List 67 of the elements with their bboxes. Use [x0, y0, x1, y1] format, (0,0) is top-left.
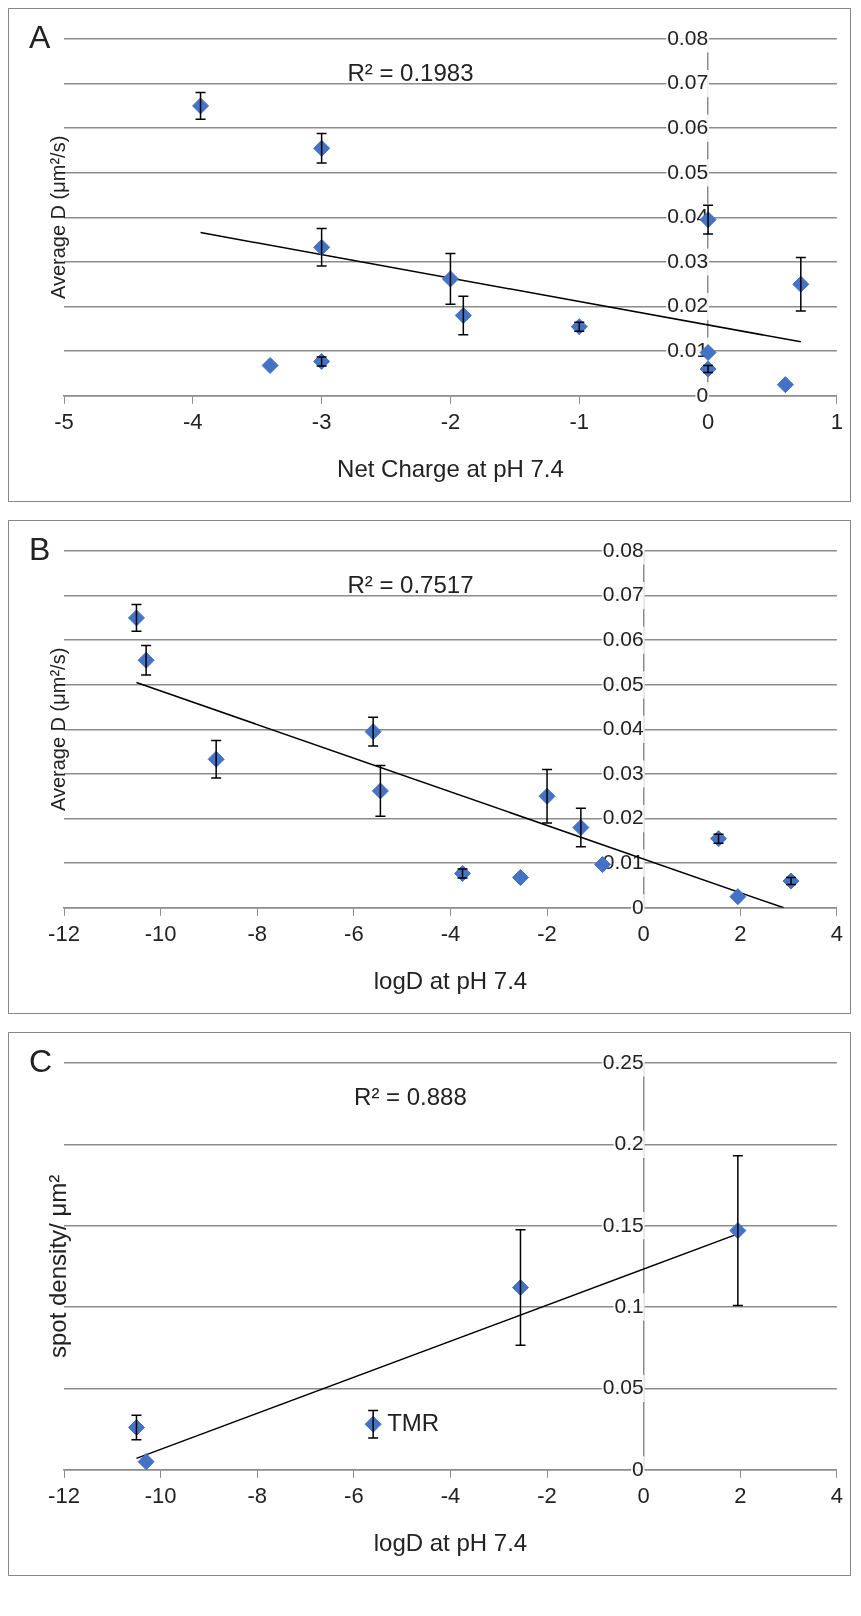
chart-title: C — [29, 1042, 53, 1079]
y-tick-label: 0 — [696, 382, 709, 406]
y-tick-label: 0.05 — [602, 1375, 644, 1399]
point — [776, 376, 794, 394]
y-tick-label: 0.07 — [602, 582, 644, 606]
x-tick-label: 2 — [734, 1483, 747, 1509]
chart-title: B — [29, 530, 51, 567]
point — [511, 868, 529, 886]
point — [699, 360, 717, 378]
annotation: R² = 0.888 — [354, 1082, 467, 1110]
point — [454, 864, 472, 882]
y-tick-label: 0.06 — [602, 627, 644, 650]
y-tick-label: 0 — [631, 1456, 644, 1480]
y-tick-label: 0.02 — [667, 293, 709, 317]
point — [782, 872, 800, 890]
y-tick-label: 0.1 — [614, 1293, 644, 1317]
point — [313, 352, 331, 370]
y-tick-label: 0.05 — [667, 159, 709, 183]
y-tick-label: 0.15 — [602, 1212, 644, 1236]
x-tick-label: -12 — [48, 921, 80, 947]
x-tick-label: -6 — [344, 1483, 364, 1509]
x-axis-title: logD at pH 7.4 — [373, 967, 528, 995]
y-tick-label: 0.25 — [602, 1049, 644, 1073]
x-tick-label: -10 — [144, 921, 177, 947]
x-tick-label: 2 — [734, 921, 747, 947]
x-tick-label: -1 — [569, 409, 590, 435]
x-tick-label: -8 — [247, 921, 267, 947]
y-tick-label: 0.04 — [602, 716, 644, 740]
x-tick-label: -4 — [440, 921, 461, 947]
x-tick-label: -2 — [440, 409, 461, 435]
y-tick-label: 0.08 — [602, 537, 644, 561]
x-tick-label: -4 — [183, 409, 203, 435]
x-tick-label: -2 — [537, 921, 557, 947]
y-axis-title: Average D (μm²/s) — [46, 647, 69, 812]
x-tick-label: -8 — [247, 1483, 267, 1509]
y-tick-label: 0.08 — [667, 25, 709, 49]
annotation: R² = 0.1983 — [347, 58, 474, 86]
y-tick-label: 0.05 — [602, 671, 644, 695]
point — [729, 888, 747, 906]
annotation: R² = 0.7517 — [347, 570, 474, 598]
y-tick-label: 0.06 — [667, 115, 709, 138]
point — [137, 1453, 155, 1470]
x-tick-label: -4 — [440, 1483, 461, 1509]
x-tick-label: 1 — [830, 409, 844, 435]
y-tick-label: 0.07 — [667, 70, 709, 94]
point — [710, 830, 728, 848]
point — [261, 356, 279, 374]
chart-title: A — [29, 18, 51, 55]
x-axis-title: logD at pH 7.4 — [373, 1529, 528, 1557]
y-tick-label: 0.2 — [614, 1131, 644, 1155]
annotation: TMR — [387, 1408, 440, 1436]
y-axis-title: spot density/ μm² — [43, 1174, 71, 1359]
x-tick-label: -2 — [537, 1483, 557, 1509]
x-tick-label: -10 — [144, 1483, 177, 1509]
y-tick-label: 0.03 — [602, 760, 644, 784]
y-axis-title: Average D (μm²/s) — [46, 135, 69, 300]
x-tick-label: -12 — [48, 1483, 80, 1509]
x-tick-label: -6 — [344, 921, 364, 947]
x-tick-label: -3 — [311, 409, 332, 435]
x-tick-label: 4 — [830, 1483, 844, 1509]
x-tick-label: 4 — [830, 921, 844, 947]
y-tick-label: 0.03 — [667, 248, 709, 272]
point — [570, 318, 588, 336]
y-tick-label: 0.02 — [602, 805, 644, 829]
x-axis-title: Net Charge at pH 7.4 — [337, 455, 564, 483]
x-tick-label: -5 — [54, 409, 74, 435]
y-tick-label: 0 — [631, 894, 644, 918]
